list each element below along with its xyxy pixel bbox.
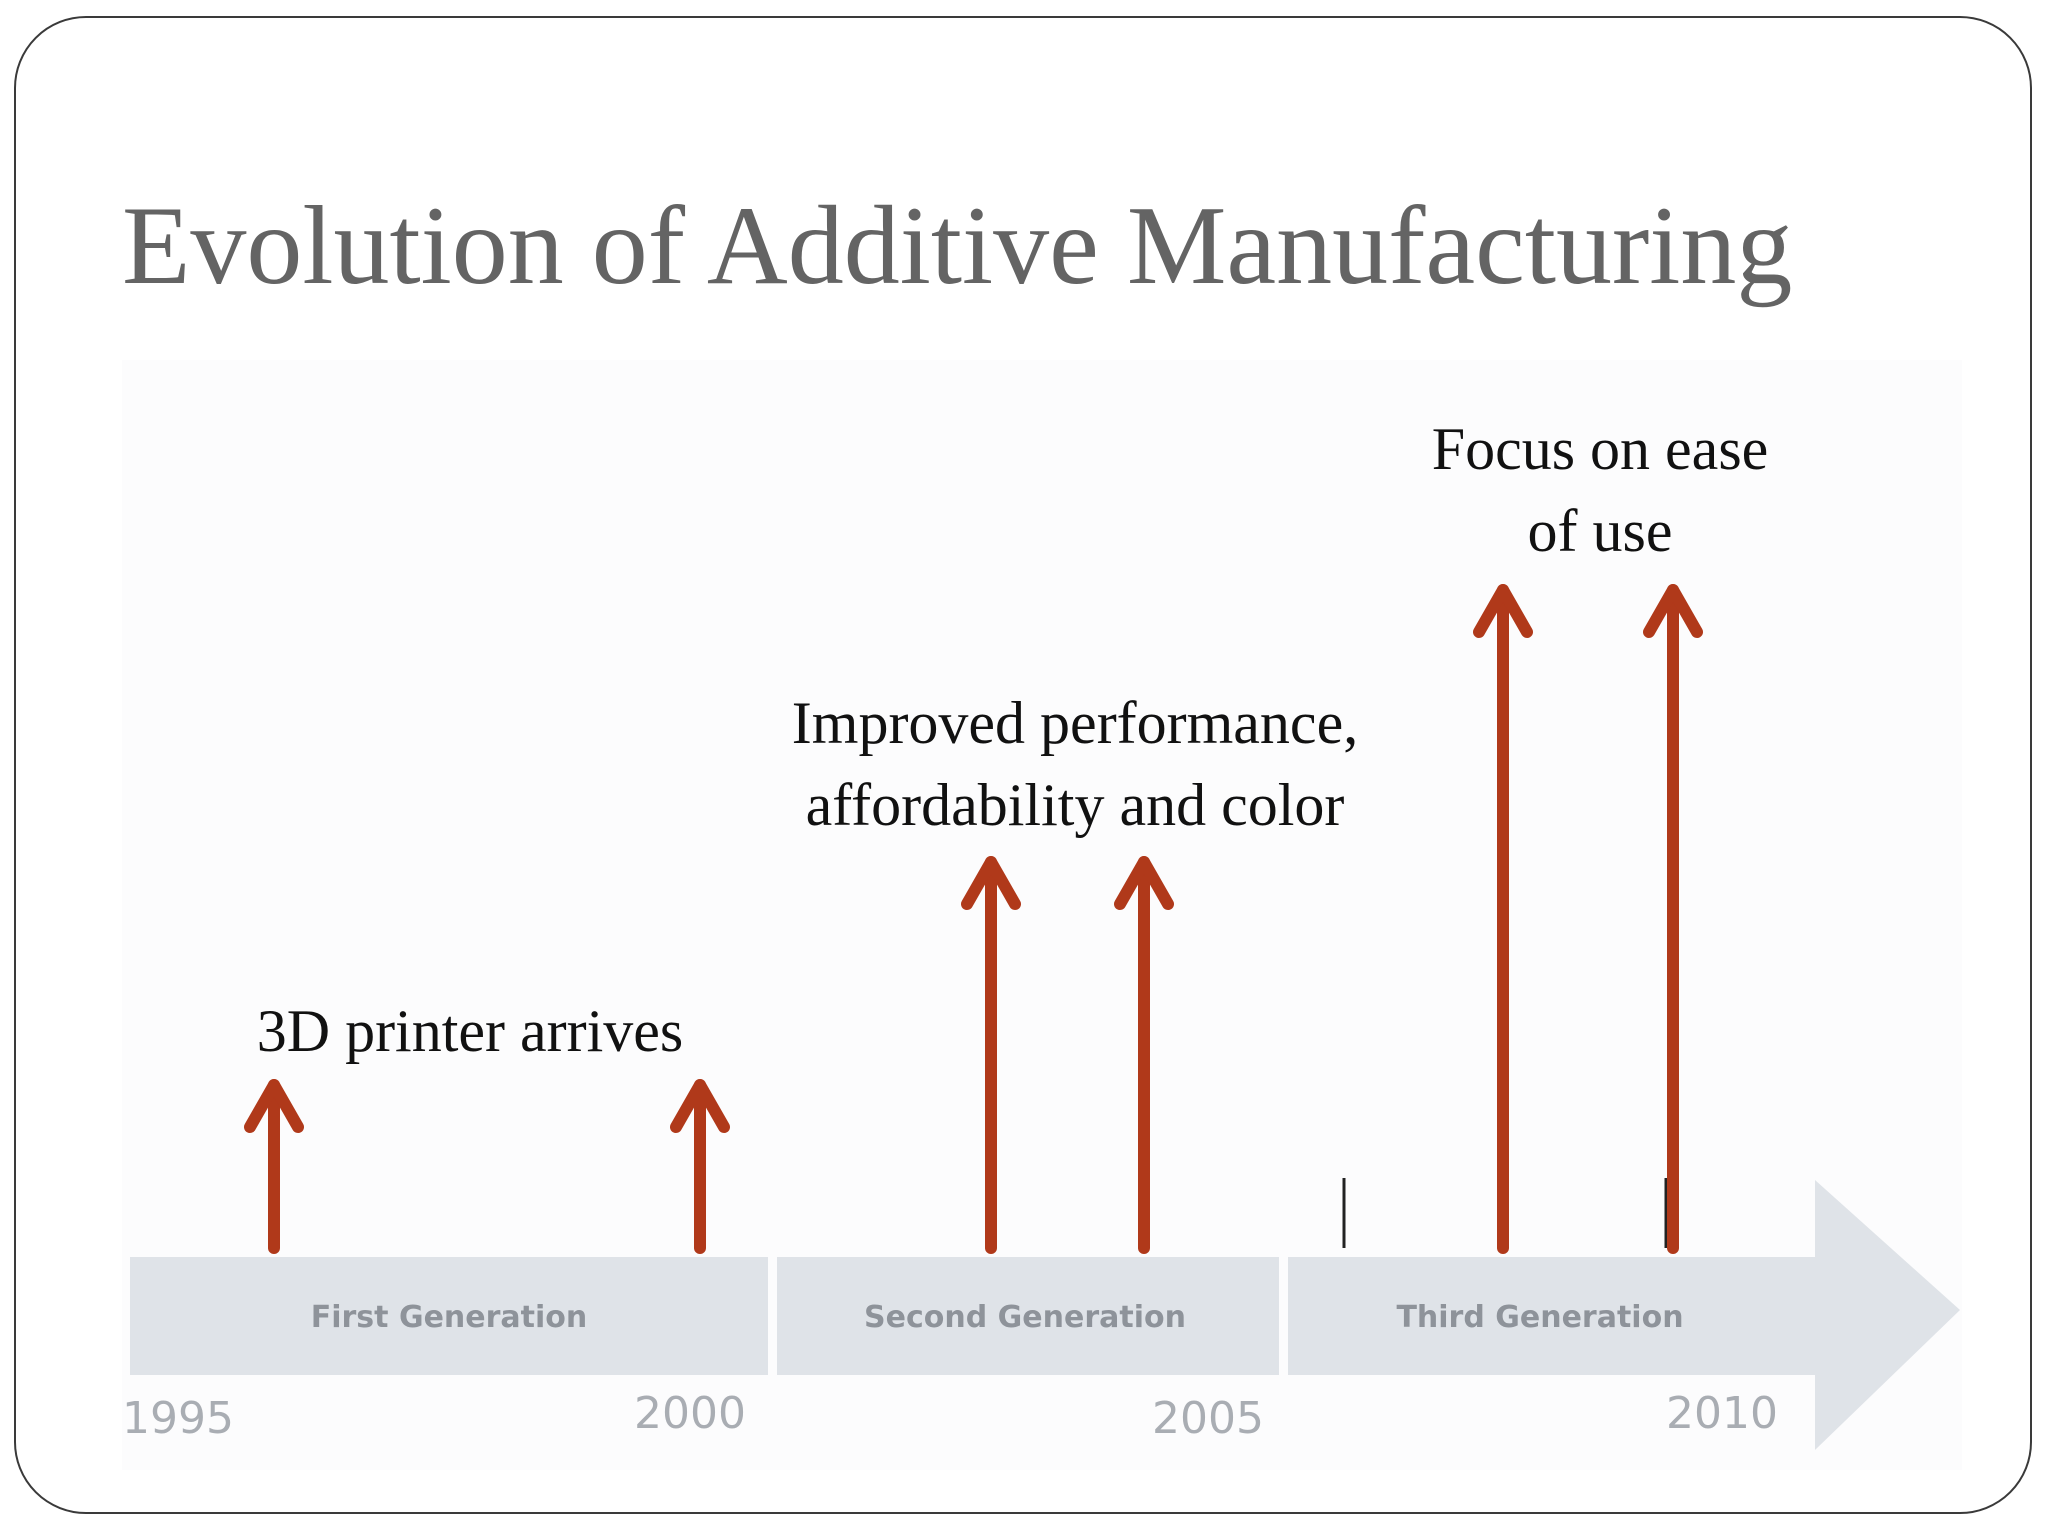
band-first-generation	[130, 1257, 768, 1375]
annotation-line: of use	[1527, 498, 1673, 564]
year-label: 2010	[1666, 1388, 1778, 1439]
up-arrow-2009	[1643, 584, 1703, 1254]
timeline-arrowhead	[1815, 1180, 1960, 1450]
year-label: 2005	[1152, 1393, 1264, 1444]
band-second-generation	[777, 1257, 1279, 1375]
up-arrow-1995	[244, 1079, 304, 1254]
generation-label: Third Generation	[1396, 1300, 1683, 1335]
band-third-generation	[1288, 1257, 1815, 1375]
annotation-line: 3D printer arrives	[256, 998, 684, 1064]
year-label: 1995	[122, 1393, 234, 1444]
generation-label: Second Generation	[864, 1300, 1186, 1335]
generation-label: First Generation	[311, 1300, 588, 1335]
annotation-3d-printer-arrives: 3D printer arrives	[200, 990, 740, 1072]
annotation-focus-on-ease-of-use: Focus on ease of use	[1380, 408, 1820, 572]
annotation-line: Focus on ease	[1431, 416, 1769, 482]
up-arrow-2000	[670, 1079, 730, 1254]
annotation-line: affordability and color	[805, 772, 1345, 838]
up-arrow-2003	[961, 856, 1021, 1254]
year-label: 2000	[634, 1388, 746, 1439]
annotation-improved-performance: Improved performance, affordability and …	[740, 682, 1410, 846]
slide-title: Evolution of Additive Manufacturing	[122, 184, 1793, 308]
annotation-line: Improved performance,	[791, 690, 1359, 756]
up-arrow-2007	[1473, 584, 1533, 1254]
up-arrow-2004	[1114, 856, 1174, 1254]
